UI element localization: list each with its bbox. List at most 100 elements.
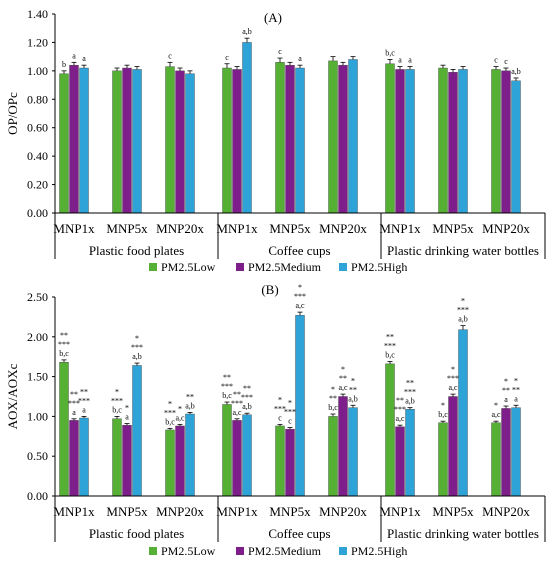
y-tick-label: 0.00 [27,206,48,220]
significance-line: ** [70,390,78,399]
significance-line: *** [404,388,416,397]
significance-line: a,b [242,27,252,36]
significance-line: ** [512,385,520,394]
significance-label: ** *** a,c [394,396,406,423]
bar [242,42,252,214]
y-axis-label: OP/OPc [5,92,20,135]
bar [395,69,405,214]
significance-line: *** [78,396,90,405]
significance-line: a,b [132,352,142,361]
significance-line: * [135,334,139,343]
significance-label: * *** b,c [111,387,123,414]
significance-line: a,b [348,394,358,403]
y-tick-label: 1.00 [27,64,48,78]
x-tick-label: MNP5x [106,504,148,519]
significance-line: *** [68,399,80,408]
y-tick-label: 0.00 [27,489,48,503]
significance-label: * ** a,c [338,365,348,392]
legend-label: PM2.5High [351,260,407,274]
y-tick-label: 1.50 [27,370,48,384]
y-tick-label: 0.40 [27,149,48,163]
legend-label: PM2.5Low [161,260,216,274]
significance-line: a,c [295,301,305,310]
significance-line: * [461,297,465,306]
significance-line: *** [294,292,306,301]
significance-line: b,c [385,48,395,57]
bar [448,72,458,214]
bar [69,64,79,214]
significance-line: a [82,405,86,414]
significance-label: ** *** a,b [241,384,253,411]
bar [185,73,195,214]
significance-line: *** [58,340,70,349]
y-tick-label: 2.50 [27,290,48,304]
significance-line: * [178,404,182,413]
significance-line: *** [274,404,286,413]
significance-line: * [298,283,302,292]
significance-line: a [125,413,129,422]
bar [385,63,395,214]
bar [501,408,511,497]
significance-line: b,c [165,417,175,426]
legend-swatch [149,547,157,555]
bar [59,73,69,214]
significance-label: * *** a,c [447,365,459,392]
significance-line: a,b [511,67,521,76]
x-tick-label: MNP5x [432,504,474,519]
bar [232,69,242,214]
y-tick-label: 0.80 [27,92,48,106]
bar [458,69,468,214]
significance-label: ** *** b,c [58,331,70,358]
bar [275,425,285,497]
significance-line: ** [339,374,347,383]
bar [328,416,338,497]
significance-line: *** [457,306,469,315]
x-tick-label: MNP1x [216,221,258,236]
significance-line: a,c [491,410,501,419]
significance-line: * [494,401,498,410]
y-tick-label: 1.00 [27,409,48,423]
significance-label: * *** a,c [294,283,306,310]
bar [295,67,305,214]
significance-line: ** [406,379,414,388]
significance-label: ** *** a,c [231,390,243,417]
significance-line: a,b [185,401,195,410]
bar [405,69,415,214]
significance-label: * ** a [502,377,510,404]
significance-label: * a,c [175,404,185,422]
significance-line: b,c [59,349,69,358]
significance-line: * [115,387,119,396]
x-tick-label: MNP5x [269,504,311,519]
significance-line: *** [241,393,253,402]
x-tick-label: MNP20x [156,504,204,519]
group-label: Coffee cups [268,526,330,541]
significance-line: c [288,417,292,426]
significance-line: a [504,395,508,404]
bar [232,420,242,497]
significance-line: c [278,47,282,56]
significance-line: ** [329,394,337,403]
legend-swatch [339,547,347,555]
bar [338,396,348,497]
significance-label: * *** a,b [457,297,469,324]
x-tick-label: MNP1x [216,504,258,519]
significance-line: c [225,53,229,62]
significance-label: b [62,60,66,69]
x-tick-label: MNP20x [482,504,530,519]
bar [112,70,122,214]
significance-line: a,c [232,408,242,417]
significance-label: * *** c [284,399,296,426]
bar [448,396,458,497]
legend-label: PM2.5Medium [248,260,322,274]
significance-label: * *** c [274,395,286,422]
bar [348,59,358,214]
significance-label: c [494,56,498,65]
significance-line: c [168,51,172,60]
panel-label: (A) [264,10,282,25]
bar [491,422,501,497]
significance-label: c [168,51,172,60]
bar [175,425,185,497]
y-tick-label: 1.20 [27,35,48,49]
